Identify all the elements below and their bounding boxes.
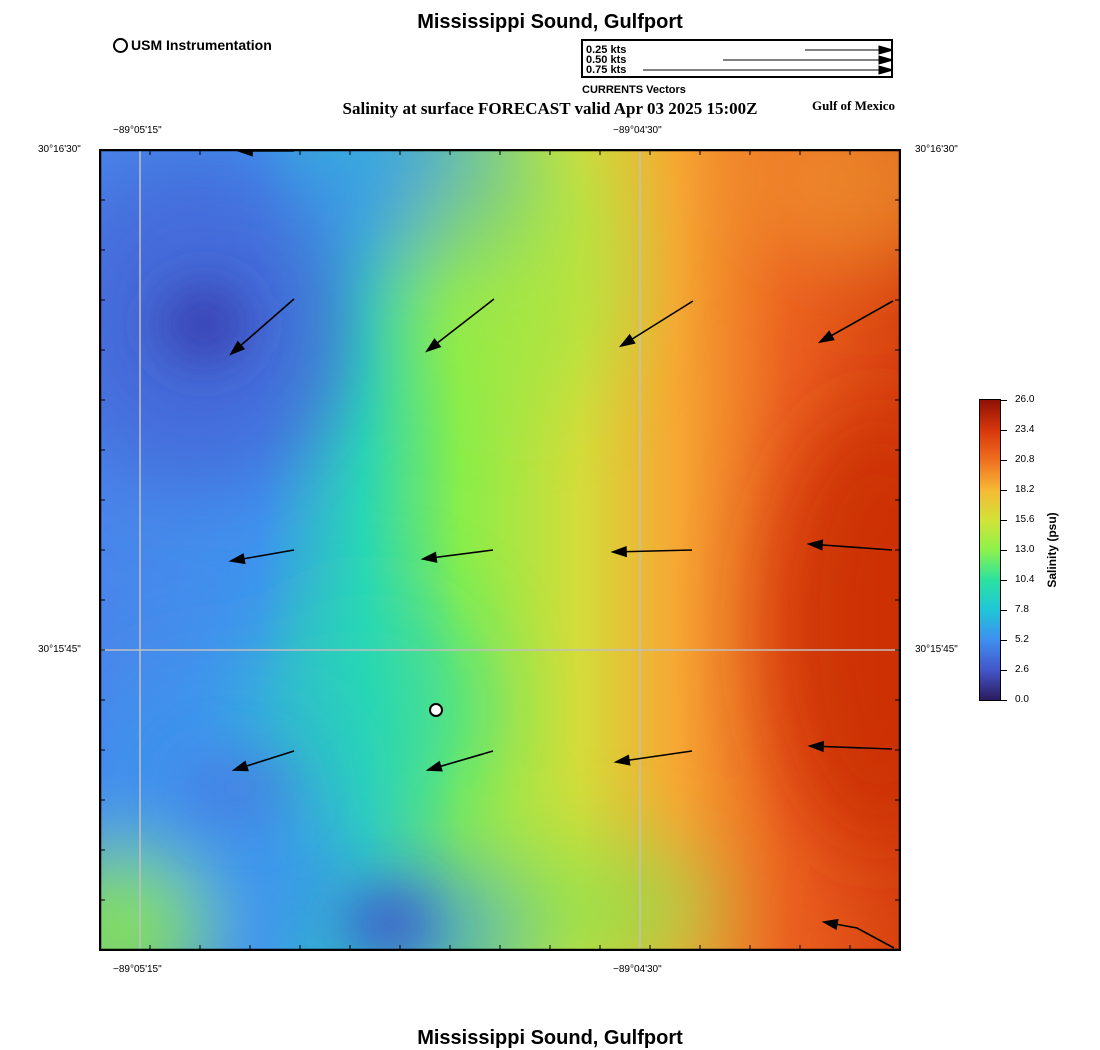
- current-vectors: [228, 149, 895, 949]
- region-label: Gulf of Mexico: [812, 98, 896, 113]
- colorbar-tick-mark: [1001, 610, 1007, 611]
- current-vector-arrowhead: [425, 760, 443, 772]
- station-marker-icon: [113, 37, 128, 53]
- colorbar-tick-mark: [1001, 430, 1007, 431]
- colorbar-tick-mark: [1001, 400, 1007, 401]
- usm-instrumentation-legend: USM Instrumentation: [113, 37, 272, 53]
- vector-legend-caption: CURRENTS Vectors: [582, 84, 686, 96]
- lat-label-right-1: 30°16'30": [915, 144, 958, 155]
- current-vector-arrowhead: [425, 338, 442, 353]
- colorbar-tick-mark: [1001, 520, 1007, 521]
- current-vector-arrow: [426, 298, 495, 352]
- colorbar-tick-label: 20.8: [1015, 454, 1035, 465]
- colorbar-tick-mark: [1001, 670, 1007, 671]
- current-vector-arrow: [808, 543, 893, 551]
- map-subtitle: Salinity at surface FORECAST valid Apr 0…: [342, 99, 758, 118]
- current-vector-arrowhead: [228, 553, 246, 565]
- lon-label-top-1: −89°05'15": [113, 125, 162, 136]
- current-vector-arrowhead: [817, 330, 835, 344]
- salinity-colorbar: [979, 399, 1001, 701]
- colorbar-tick-mark: [1001, 550, 1007, 551]
- current-vector-arrow: [620, 300, 694, 347]
- map-title-top: Mississippi Sound, Gulfport: [417, 11, 683, 33]
- lat-label-left-1: 30°16'30": [38, 144, 81, 155]
- vector-legend-label-3: 0.75 kts: [586, 64, 627, 76]
- current-vector-arrowhead: [618, 333, 636, 348]
- lat-label-right-2: 30°15'45": [915, 644, 958, 655]
- salinity-field: [98, 148, 902, 952]
- current-vector-arrowhead: [231, 760, 249, 772]
- colorbar-tick-mark: [1001, 460, 1007, 461]
- current-vector-legend: 0.25 kts 0.50 kts 0.75 kts: [581, 39, 893, 78]
- colorbar-tick-label: 13.0: [1015, 544, 1035, 555]
- vector-legend-arrows: [643, 45, 893, 75]
- colorbar-tick-mark: [1001, 640, 1007, 641]
- current-vector-arrow: [230, 298, 295, 355]
- current-vector-arrowhead: [229, 340, 246, 356]
- lon-label-top-2: −89°04'30": [613, 125, 662, 136]
- lon-label-bottom-1: −89°05'15": [113, 964, 162, 975]
- current-vector-arrowhead: [613, 754, 631, 766]
- current-vector-arrow: [819, 300, 894, 343]
- usm-legend-label: USM Instrumentation: [131, 37, 272, 53]
- current-vector-arrowhead: [420, 551, 438, 563]
- map-title-bottom: Mississippi Sound, Gulfport: [417, 1027, 683, 1049]
- colorbar-tick-label: 2.6: [1015, 664, 1029, 675]
- colorbar-tick-mark: [1001, 700, 1007, 701]
- colorbar-title: Salinity (psu): [1045, 512, 1059, 588]
- colorbar-tick-mark: [1001, 490, 1007, 491]
- current-vector-arrowhead: [610, 546, 627, 558]
- lat-label-left-2: 30°15'45": [38, 644, 81, 655]
- colorbar-tick-label: 7.8: [1015, 604, 1029, 615]
- lon-label-bottom-2: −89°04'30": [613, 964, 662, 975]
- colorbar-tick-label: 0.0: [1015, 694, 1029, 705]
- colorbar-tick-label: 5.2: [1015, 634, 1029, 645]
- current-vector-arrowhead: [821, 918, 839, 931]
- colorbar-tick-label: 23.4: [1015, 424, 1035, 435]
- current-vector-arrowhead: [807, 740, 824, 753]
- vector-legend-label-1: 0.25 kts: [586, 44, 627, 56]
- colorbar-tick-mark: [1001, 580, 1007, 581]
- colorbar-tick-label: 10.4: [1015, 574, 1035, 585]
- colorbar-tick-label: 18.2: [1015, 484, 1035, 495]
- colorbar-tick-label: 15.6: [1015, 514, 1035, 525]
- usm-station-marker[interactable]: [429, 703, 443, 717]
- vector-legend-label-2: 0.50 kts: [586, 54, 627, 66]
- salinity-map: [98, 148, 902, 952]
- current-vector-arrowhead: [806, 539, 824, 551]
- colorbar-tick-label: 26.0: [1015, 394, 1035, 405]
